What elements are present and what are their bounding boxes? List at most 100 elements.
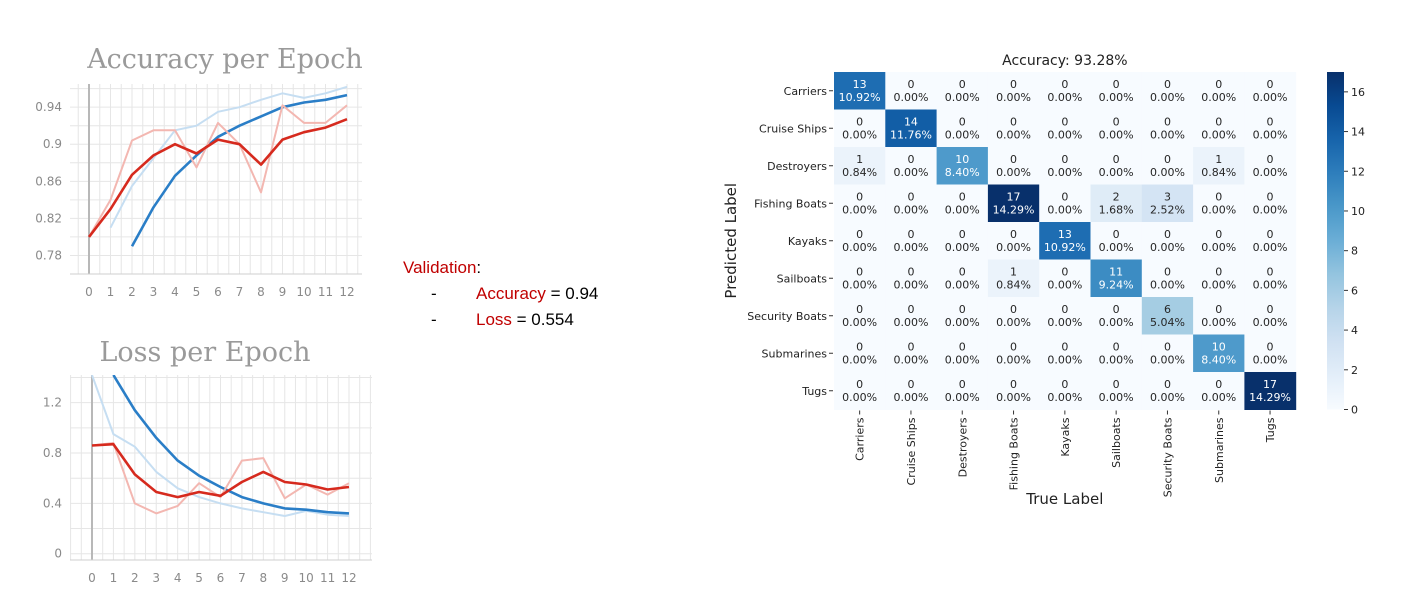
confusion-matrix: Accuracy: 93.28% 13 10.92% 0 0.00% 0 0.00% 0 0.0… bbox=[700, 48, 1390, 518]
accuracy-series-training bbox=[130, 93, 348, 247]
cell-count-label: 0 bbox=[907, 78, 914, 91]
cell-count-label: 0 bbox=[856, 190, 863, 203]
loss-x-tick-label: 9 bbox=[281, 571, 289, 585]
heatmap-cell bbox=[987, 334, 1040, 373]
heatmap-cell bbox=[1193, 184, 1245, 223]
cell-count-label: 0 bbox=[856, 340, 863, 353]
cell-count-label: 0 bbox=[1215, 190, 1222, 203]
y-tick-label: Carriers bbox=[784, 85, 828, 98]
cell-percent-label: 5.04% bbox=[1150, 316, 1185, 329]
heatmap-cell bbox=[936, 297, 989, 335]
cell-percent-label: 0.00% bbox=[945, 391, 980, 404]
cell-count-label: 0 bbox=[1164, 115, 1171, 128]
cell-count-label: 0 bbox=[1267, 340, 1274, 353]
cell-percent-label: 0.00% bbox=[1150, 391, 1185, 404]
cell-count-label: 0 bbox=[1215, 265, 1222, 278]
cell-count-label: 0 bbox=[1010, 115, 1017, 128]
heatmap-cell bbox=[936, 109, 989, 148]
cell-count-label: 0 bbox=[1061, 378, 1068, 391]
heatmap-cell bbox=[1141, 297, 1194, 335]
heatmap-cell bbox=[1039, 109, 1091, 148]
cell-percent-label: 0.00% bbox=[945, 91, 980, 104]
heatmap-cell bbox=[1090, 297, 1143, 335]
cell-percent-label: 0.00% bbox=[1201, 241, 1236, 254]
cell-count-label: 0 bbox=[1164, 153, 1171, 166]
cell-percent-label: 0.00% bbox=[1047, 391, 1082, 404]
accuracy-y-tick-label: 0.94 bbox=[35, 100, 62, 114]
heatmap-cell bbox=[1039, 334, 1091, 373]
heatmap-cell bbox=[987, 147, 1040, 185]
cell-percent-label: 0.00% bbox=[893, 203, 928, 216]
heatmap-cell bbox=[1244, 109, 1297, 148]
heatmap-cell bbox=[1193, 109, 1245, 148]
y-tick-label: Submarines bbox=[762, 347, 828, 360]
heatmap-cell bbox=[987, 222, 1040, 260]
heatmap-cell bbox=[987, 259, 1040, 298]
cell-count-label: 0 bbox=[1061, 153, 1068, 166]
cell-count-label: 0 bbox=[907, 303, 914, 316]
accuracy-x-tick-label: 1 bbox=[107, 285, 115, 299]
x-tick-label: Sailboats bbox=[1110, 417, 1123, 468]
cell-percent-label: 0.00% bbox=[1150, 128, 1185, 141]
cell-percent-label: 0.84% bbox=[996, 278, 1031, 291]
cell-count-label: 0 bbox=[1267, 303, 1274, 316]
validation-accuracy-row: - Accuracy = 0.94 bbox=[403, 284, 598, 304]
cell-percent-label: 0.00% bbox=[945, 241, 980, 254]
x-tick-label: Cruise Ships bbox=[905, 417, 918, 485]
cell-percent-label: 0.84% bbox=[842, 166, 877, 179]
heatmap-cell bbox=[987, 184, 1040, 223]
heatmap-cell bbox=[1039, 184, 1091, 223]
cell-count-label: 0 bbox=[1113, 378, 1120, 391]
loss-series-training bbox=[112, 375, 350, 515]
heatmap-cell bbox=[885, 147, 938, 185]
x-tick-label: Carriers bbox=[854, 417, 867, 461]
heatmap-cell bbox=[1193, 372, 1245, 410]
heatmap-cell bbox=[1090, 147, 1143, 185]
cell-count-label: 0 bbox=[1215, 378, 1222, 391]
heatmap-cell bbox=[987, 372, 1040, 410]
validation-header: Validation: bbox=[403, 258, 598, 278]
validation-summary: Validation: - Accuracy = 0.94 - Loss = 0… bbox=[403, 258, 598, 336]
heatmap-cell bbox=[1039, 222, 1091, 260]
loss-y-tick-label: 0.8 bbox=[43, 446, 62, 460]
cell-percent-label: 0.00% bbox=[1253, 353, 1288, 366]
cell-percent-label: 10.92% bbox=[839, 91, 881, 104]
cell-count-label: 0 bbox=[1164, 265, 1171, 278]
loss-x-tick-label: 2 bbox=[131, 571, 139, 585]
heatmap-cell bbox=[1244, 72, 1297, 110]
cell-percent-label: 0.00% bbox=[1253, 241, 1288, 254]
cell-percent-label: 0.00% bbox=[996, 353, 1031, 366]
accuracy-x-tick-label: 4 bbox=[171, 285, 179, 299]
cell-percent-label: 0.00% bbox=[842, 316, 877, 329]
cell-percent-label: 0.00% bbox=[893, 353, 928, 366]
accuracy-x-tick-label: 11 bbox=[318, 285, 333, 299]
accuracy-x-tick-label: 7 bbox=[236, 285, 244, 299]
cell-percent-label: 0.00% bbox=[1047, 128, 1082, 141]
accuracy-chart: Accuracy per Epoch 0.78 0.82 0.86 0.9 0.94 0 1… bbox=[35, 40, 380, 310]
loss-metric-name: Loss bbox=[476, 310, 512, 329]
cell-count-label: 0 bbox=[1113, 153, 1120, 166]
cell-count-label: 0 bbox=[1215, 303, 1222, 316]
cell-percent-label: 10.92% bbox=[1044, 241, 1086, 254]
loss-series-validation bbox=[91, 442, 350, 499]
cell-percent-label: 0.00% bbox=[945, 278, 980, 291]
loss-x-tick-label: 6 bbox=[217, 571, 225, 585]
cell-percent-label: 0.00% bbox=[1047, 316, 1082, 329]
heatmap-cell bbox=[1090, 334, 1143, 373]
accuracy-series-training-raw bbox=[109, 85, 348, 229]
validation-label: Validation bbox=[403, 258, 477, 277]
cell-percent-label: 0.00% bbox=[1047, 278, 1082, 291]
cell-count-label: 13 bbox=[853, 78, 867, 91]
cell-count-label: 0 bbox=[959, 78, 966, 91]
y-tick-label: Kayaks bbox=[788, 235, 827, 248]
cell-count-label: 0 bbox=[1061, 115, 1068, 128]
heatmap-cell bbox=[1141, 184, 1194, 223]
cell-count-label: 0 bbox=[1164, 378, 1171, 391]
cell-percent-label: 0.00% bbox=[1099, 91, 1134, 104]
loss-y-tick-label: 1.2 bbox=[43, 396, 62, 410]
cell-count-label: 1 bbox=[1010, 265, 1017, 278]
cell-percent-label: 0.00% bbox=[1150, 241, 1185, 254]
cell-count-label: 0 bbox=[1215, 115, 1222, 128]
heatmap-cell bbox=[834, 222, 886, 260]
cell-percent-label: 8.40% bbox=[1201, 353, 1236, 366]
